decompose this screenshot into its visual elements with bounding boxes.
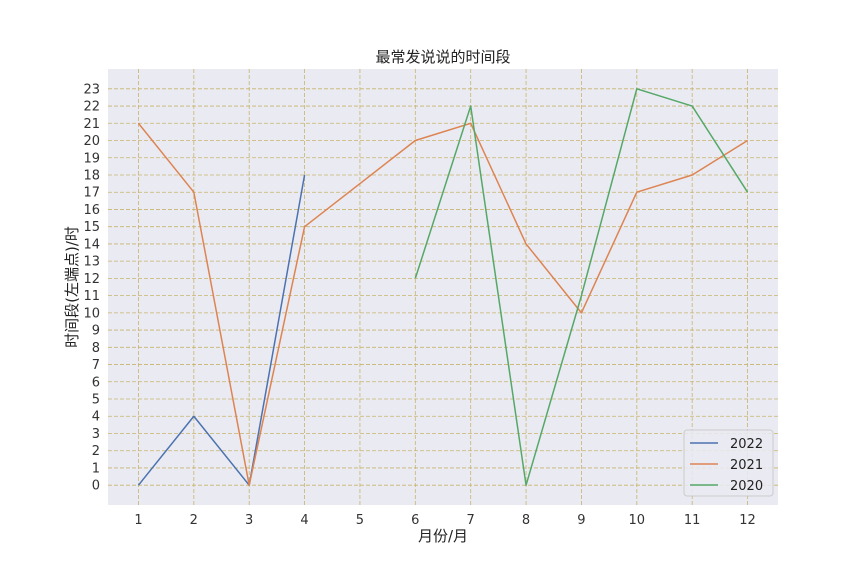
y-tick-label: 9 xyxy=(92,324,100,339)
y-tick-label: 21 xyxy=(83,117,100,132)
y-tick-label: 23 xyxy=(83,82,100,97)
y-axis-label: 时间段(左端点)/时 xyxy=(63,226,81,348)
x-tick-label: 5 xyxy=(356,513,364,528)
y-tick-label: 13 xyxy=(83,255,100,270)
y-tick-label: 11 xyxy=(83,289,100,304)
y-tick-label: 22 xyxy=(83,100,100,115)
x-tick-label: 9 xyxy=(577,513,585,528)
chart-title: 最常发说说的时间段 xyxy=(375,48,510,66)
y-tick-label: 4 xyxy=(92,410,100,425)
y-tick-label: 12 xyxy=(83,272,100,287)
x-tick-label: 6 xyxy=(411,513,419,528)
legend: 2022 2021 2020 xyxy=(683,429,774,497)
y-tick-label: 6 xyxy=(92,375,100,390)
y-tick-label: 16 xyxy=(83,203,100,218)
grid xyxy=(108,69,778,505)
y-tick-label: 3 xyxy=(92,427,100,442)
series-line-2020 xyxy=(414,88,749,486)
y-tick-label: 2 xyxy=(92,444,100,459)
x-axis-label: 月份/月 xyxy=(418,527,468,545)
series-lines xyxy=(137,88,749,486)
y-tick-label: 5 xyxy=(92,393,100,408)
legend-box xyxy=(683,429,774,497)
x-tick-label: 12 xyxy=(739,513,756,528)
x-axis-ticks: 1 2 3 4 5 6 7 8 9 10 11 12 xyxy=(134,513,756,528)
y-tick-label: 17 xyxy=(83,186,100,201)
y-tick-label: 15 xyxy=(83,220,100,235)
x-tick-label: 3 xyxy=(245,513,253,528)
x-tick-label: 7 xyxy=(467,513,475,528)
x-tick-label: 2 xyxy=(190,513,198,528)
series-line-2022 xyxy=(137,174,306,486)
y-tick-label: 7 xyxy=(92,358,100,373)
x-tick-label: 10 xyxy=(629,513,646,528)
y-tick-label: 18 xyxy=(83,168,100,183)
legend-label-2021: 2021 xyxy=(730,458,763,473)
y-tick-label: 14 xyxy=(83,237,100,252)
legend-label-2022: 2022 xyxy=(730,437,763,452)
x-tick-label: 1 xyxy=(134,513,142,528)
y-tick-label: 0 xyxy=(92,479,100,494)
x-tick-label: 11 xyxy=(684,513,701,528)
legend-label-2020: 2020 xyxy=(730,479,763,494)
y-tick-label: 1 xyxy=(92,461,100,476)
x-tick-label: 4 xyxy=(300,513,308,528)
y-tick-label: 19 xyxy=(83,151,100,166)
y-tick-label: 8 xyxy=(92,341,100,356)
plot-area xyxy=(108,69,778,505)
y-tick-label: 10 xyxy=(83,306,100,321)
series-line-2021 xyxy=(137,122,748,486)
y-tick-label: 20 xyxy=(83,134,100,149)
x-tick-label: 8 xyxy=(522,513,530,528)
